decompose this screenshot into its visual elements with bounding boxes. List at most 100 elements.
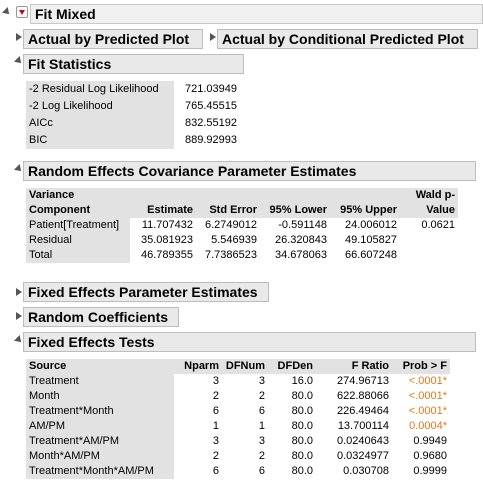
cell-prob: 0.9680 [413,450,447,462]
fixed-tests-row: Treatment 3 3 16.0 274.96713 <.0001* [26,374,450,389]
fit-statistics-header[interactable]: Fit Statistics [23,54,244,74]
col-dfden: DFDen [277,360,313,372]
cell-dfden: 80.0 [291,390,313,402]
cell-wald: 0.0621 [421,219,455,231]
cell-dfnum: 1 [258,420,265,432]
fit-statistics-table: -2 Residual Log Likelihood 721.03949 -2 Lo… [26,81,240,149]
cell-fratio: 13.700114 [337,420,389,432]
fixed-tests-row: Month 2 2 80.0 622.88066 <.0001* [26,389,450,404]
cell-lower: 26.320843 [275,234,327,246]
random-effects-table: Variance Component Estimate Std Error 95%… [26,188,458,263]
fixed-tests-row: Treatment*Month 6 6 80.0 226.49464 <.0001* [26,404,450,419]
fixed-tests-header[interactable]: Fixed Effects Tests [23,332,476,352]
fixed-tests-row: AM/PM 1 1 80.0 13.700114 0.0004* [26,419,450,434]
fit-mixed-header[interactable]: Fit Mixed [30,4,483,24]
cell-wald [400,233,458,248]
random-effects-header[interactable]: Random Effects Covariance Parameter Esti… [23,161,476,181]
col-wald-p: Wald p- Value [415,189,455,216]
actual-by-predicted-header[interactable]: Actual by Predicted Plot [23,29,203,49]
cell-source: Month*AM/PM [26,449,174,464]
cell-dfden: 80.0 [291,405,313,417]
fit-stat-row: -2 Log Likelihood 765.45515 [26,98,240,115]
cell-dfnum: 3 [258,375,265,387]
cell-dfden: 80.0 [291,465,313,477]
cell-estimate: 46.789355 [141,249,193,261]
cell-std-error: 7.7386523 [205,249,257,261]
cell-prob: 0.9949 [413,435,447,447]
cell-source: AM/PM [26,419,174,434]
cell-fratio: 0.0324977 [337,450,389,462]
cell-nparm: 2 [212,450,219,462]
fixed-tests-disclosure-icon[interactable] [14,335,24,345]
cell-lower: -0.591148 [278,219,327,231]
cell-upper: 49.105827 [345,234,397,246]
cell-component: Residual [26,233,130,248]
fixed-tests-row: Month*AM/PM 2 2 80.0 0.0324977 0.9680 [26,449,450,464]
cell-dfden: 80.0 [291,450,313,462]
cell-fratio: 0.030708 [343,465,389,477]
cell-dfnum: 2 [258,390,265,402]
random-effects-header-row: Variance Component Estimate Std Error 95%… [26,188,458,218]
fixed-tests-header-row: Source Nparm DFNum DFDen F Ratio Prob > … [26,359,450,374]
cell-dfden: 80.0 [291,420,313,432]
cell-fratio: 0.0240643 [337,435,389,447]
fit-mixed-disclosure-icon[interactable] [2,7,12,17]
red-triangle-menu-icon[interactable] [16,6,28,18]
cell-std-error: 5.546939 [211,234,257,246]
actual-by-predicted-disclosure-icon[interactable] [16,33,22,41]
actual-by-conditional-header[interactable]: Actual by Conditional Predicted Plot [217,29,478,49]
col-95-lower: 95% Lower [269,204,327,216]
cell-source: Treatment*Month [26,404,174,419]
cell-lower: 34.678063 [275,249,327,261]
col-source: Source [29,360,67,372]
actual-by-conditional-disclosure-icon[interactable] [210,33,216,41]
fixed-params-header[interactable]: Fixed Effects Parameter Estimates [23,282,269,302]
cell-source: Month [26,389,174,404]
cell-prob: 0.0004* [409,420,447,432]
fit-mixed-title: Fit Mixed [35,6,96,22]
random-effects-disclosure-icon[interactable] [14,164,24,174]
cell-dfnum: 6 [258,405,265,417]
cell-upper: 24.006012 [345,219,397,231]
actual-by-conditional-title: Actual by Conditional Predicted Plot [222,31,464,47]
fit-stat-label: -2 Log Likelihood [26,98,174,115]
cell-prob: <.0001* [408,405,447,417]
fit-stat-label: AICc [26,115,174,132]
cell-dfden: 80.0 [291,435,313,447]
cell-estimate: 35.081923 [141,234,193,246]
cell-prob: <.0001* [408,375,447,387]
fixed-tests-row: Treatment*Month*AM/PM 6 6 80.0 0.030708 0.999… [26,464,450,479]
fixed-params-title: Fixed Effects Parameter Estimates [28,284,258,300]
cell-source: Treatment*AM/PM [26,434,174,449]
actual-by-predicted-title: Actual by Predicted Plot [28,31,190,47]
fit-statistics-disclosure-icon[interactable] [14,56,24,66]
random-coefficients-disclosure-icon[interactable] [16,312,22,320]
cell-nparm: 6 [212,405,219,417]
col-std-error: Std Error [209,204,257,216]
cell-nparm: 6 [212,465,219,477]
random-coefficients-title: Random Coefficients [28,309,169,325]
fixed-tests-row: Treatment*AM/PM 3 3 80.0 0.0240643 0.9949 [26,434,450,449]
col-nparm: Nparm [184,360,219,372]
fixed-params-disclosure-icon[interactable] [16,288,22,296]
cell-component: Total [26,248,130,263]
col-dfnum: DFNum [225,360,265,372]
fit-stat-row: AICc 832.55192 [26,115,240,132]
random-effects-row: Patient[Treatment] 11.707432 6.2749012 -0.5… [26,218,458,233]
random-effects-row: Total 46.789355 7.7386523 34.678063 66.60724… [26,248,458,263]
cell-nparm: 1 [212,420,219,432]
col-variance-component: Variance Component [29,189,91,216]
fit-stat-label: -2 Residual Log Likelihood [26,81,174,98]
random-effects-row: Residual 35.081923 5.546939 26.320843 49.105… [26,233,458,248]
cell-prob: 0.9999 [413,465,447,477]
fixed-tests-table: Source Nparm DFNum DFDen F Ratio Prob > … [26,359,450,479]
cell-source: Treatment*Month*AM/PM [26,464,174,479]
fit-stat-row: -2 Residual Log Likelihood 721.03949 [26,81,240,98]
random-coefficients-header[interactable]: Random Coefficients [23,307,179,327]
col-estimate: Estimate [147,204,193,216]
col-95-upper: 95% Upper [340,204,397,216]
cell-fratio: 622.88066 [337,390,389,402]
col-prob: Prob > F [402,360,447,372]
cell-source: Treatment [26,374,174,389]
cell-prob: <.0001* [408,390,447,402]
